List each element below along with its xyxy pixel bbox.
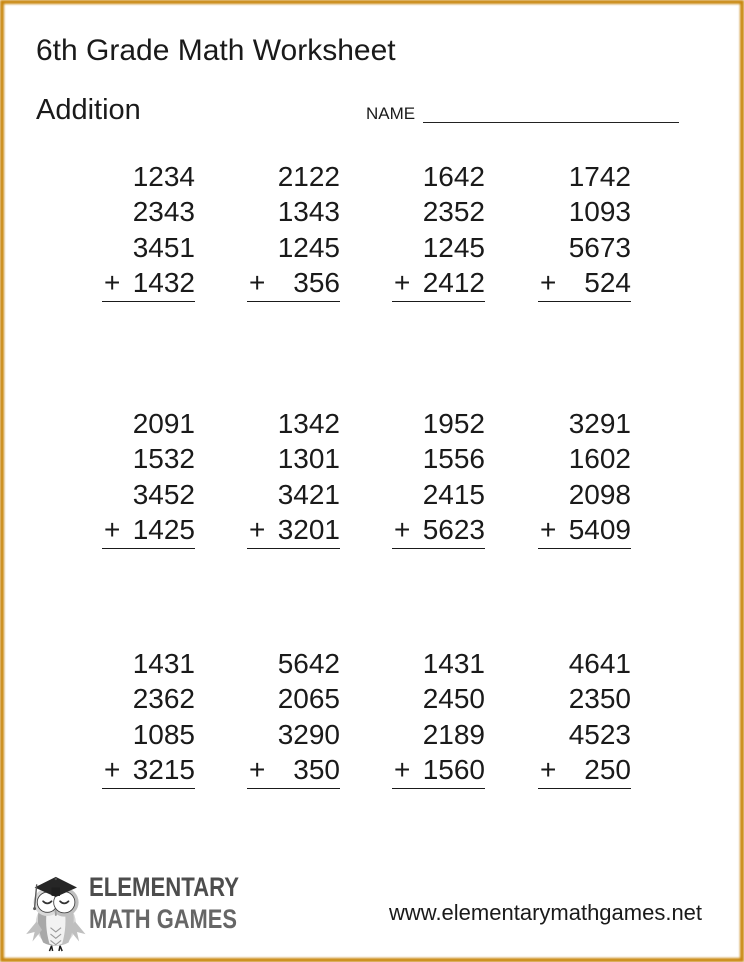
svg-text:ELEMENTARY: ELEMENTARY: [89, 872, 239, 902]
svg-text:MATH GAMES: MATH GAMES: [89, 904, 237, 934]
